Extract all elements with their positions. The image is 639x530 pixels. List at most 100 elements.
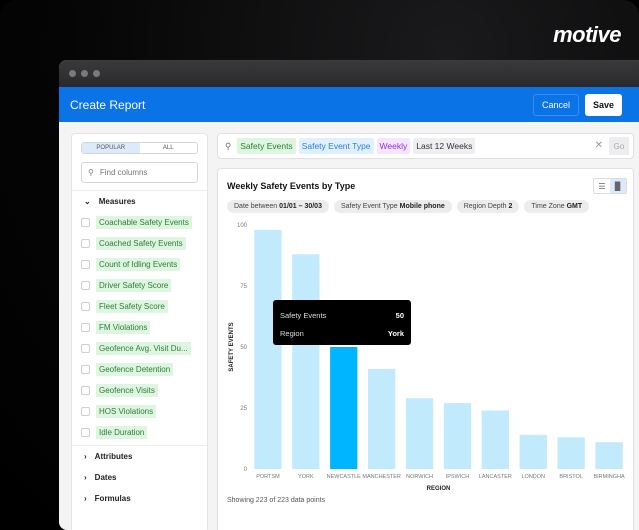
checkbox[interactable] bbox=[81, 281, 90, 290]
bar-manchester[interactable] bbox=[368, 368, 396, 469]
bar-chart-view-icon[interactable]: ▉ bbox=[610, 179, 626, 193]
app-window: Create Report Cancel Save POPULAR ALL ⚲ … bbox=[59, 60, 639, 530]
measure-item[interactable]: Idle Duration bbox=[72, 422, 207, 443]
bar-norwich[interactable] bbox=[405, 398, 434, 469]
filter-pill[interactable]: Time Zone GMT bbox=[524, 200, 590, 213]
chevron-down-icon: ⌄ bbox=[84, 197, 91, 206]
checkbox[interactable] bbox=[81, 260, 90, 269]
save-button[interactable]: Save bbox=[584, 93, 622, 116]
window-minimize-dot[interactable] bbox=[81, 70, 88, 77]
window-close-dot[interactable] bbox=[69, 70, 76, 77]
bar-chart: 0 25 50 75 100 PORTSM YORK NEWCASTLE MANCHESTER N… bbox=[229, 223, 625, 492]
checkbox[interactable] bbox=[81, 386, 90, 395]
filter-pill[interactable]: Date between 01/01 – 30/03 bbox=[227, 200, 329, 213]
bar-london[interactable] bbox=[519, 434, 547, 469]
measure-item[interactable]: HOS Violations bbox=[72, 401, 207, 422]
checkbox[interactable] bbox=[81, 239, 90, 248]
page-title: Create Report bbox=[70, 97, 146, 112]
x-tick-label: PORTSM bbox=[256, 474, 280, 480]
measure-item[interactable]: Coached Safety Events bbox=[72, 233, 207, 254]
filter-value: 2 bbox=[508, 203, 513, 210]
tooltip-value: York bbox=[387, 328, 404, 338]
y-axis-label: SAFETY EVENTS bbox=[229, 322, 235, 371]
bar-ipswich[interactable] bbox=[443, 403, 472, 469]
section-label: Attributes bbox=[94, 452, 133, 461]
y-tick-label: 0 bbox=[244, 467, 248, 473]
cancel-button[interactable]: Cancel bbox=[532, 93, 579, 116]
checkbox[interactable] bbox=[81, 344, 90, 353]
column-picker: POPULAR ALL ⚲ Find columns ⌄ Measures Coa… bbox=[71, 133, 208, 530]
y-tick-label: 25 bbox=[240, 406, 247, 412]
measure-label: FM Violations bbox=[96, 321, 151, 334]
checkbox[interactable] bbox=[81, 407, 90, 416]
x-tick-label: IPSWICH bbox=[446, 474, 470, 480]
list-view-icon[interactable]: ☰ bbox=[598, 181, 606, 191]
bar-newcastle[interactable] bbox=[330, 347, 358, 469]
filter-key: Safety Event Type bbox=[340, 203, 398, 210]
section-toggle[interactable]: › Attributes bbox=[72, 446, 207, 467]
chevron-right-icon: › bbox=[84, 494, 87, 503]
query-chip[interactable]: Safety Events bbox=[237, 138, 296, 154]
x-tick-label: BRISTOL bbox=[559, 474, 582, 480]
filter-key: Date between bbox=[234, 203, 278, 210]
measure-label: Geofence Avg. Visit Du... bbox=[96, 342, 191, 355]
go-button[interactable]: Go bbox=[609, 137, 629, 155]
measure-item[interactable]: FM Violations bbox=[72, 317, 207, 338]
measure-item[interactable]: Geofence Avg. Visit Du... bbox=[72, 338, 207, 359]
bar-portsm[interactable] bbox=[254, 229, 282, 469]
measure-item[interactable]: Geofence Detention bbox=[72, 359, 207, 380]
measures-section-toggle[interactable]: ⌄ Measures bbox=[72, 191, 207, 212]
y-tick-label: 50 bbox=[240, 345, 247, 351]
bar-birmingha[interactable] bbox=[595, 442, 623, 469]
bar-york[interactable] bbox=[292, 254, 320, 469]
bar-lancaster[interactable] bbox=[481, 410, 509, 469]
window-maximize-dot[interactable] bbox=[93, 70, 100, 77]
x-tick-label: BIRMINGHA bbox=[593, 474, 625, 480]
measure-item[interactable]: Driver Safety Score bbox=[72, 275, 207, 296]
chart-card: Weekly Safety Events by Type ☰ ▉ Date be… bbox=[217, 168, 634, 530]
data-points-count: Showing 223 of 223 data points bbox=[227, 497, 326, 504]
measure-item[interactable]: Coachable Safety Events bbox=[72, 212, 207, 233]
filter-value: Mobile phone bbox=[399, 203, 445, 210]
measure-item[interactable]: Geofence Visits bbox=[72, 380, 207, 401]
checkbox[interactable] bbox=[81, 323, 90, 332]
query-chip[interactable]: Last 12 Weeks bbox=[413, 138, 476, 154]
query-chip[interactable]: Weekly bbox=[376, 138, 411, 154]
tooltip-label: Safety Events bbox=[280, 310, 327, 320]
chart-tooltip: Safety Events 50 Region York bbox=[273, 300, 411, 345]
filter-value: GMT bbox=[566, 203, 583, 210]
tab-all[interactable]: ALL bbox=[162, 145, 174, 151]
checkbox[interactable] bbox=[81, 218, 90, 227]
bar-bristol[interactable] bbox=[557, 437, 585, 469]
view-toggle: ☰ ▉ bbox=[593, 178, 627, 194]
measure-label: Coachable Safety Events bbox=[96, 216, 192, 229]
section-toggle[interactable]: › Dates bbox=[72, 467, 207, 488]
motive-logo: motive bbox=[553, 22, 621, 47]
query-chip[interactable]: Safety Event Type bbox=[298, 138, 374, 154]
filter-pill[interactable]: Safety Event Type Mobile phone bbox=[333, 200, 452, 213]
find-columns-input[interactable]: ⚲ Find columns bbox=[81, 162, 198, 183]
filter-key: Time Zone bbox=[531, 203, 565, 210]
checkbox[interactable] bbox=[81, 302, 90, 311]
measure-label: Coached Safety Events bbox=[96, 237, 186, 250]
section-label: Formulas bbox=[94, 494, 131, 503]
query-bar[interactable]: ⚲ Safety Events Safety Event Type Weekly La… bbox=[217, 133, 634, 159]
filter-pill[interactable]: Region Depth 2 bbox=[456, 200, 520, 213]
measure-label: Geofence Detention bbox=[96, 363, 174, 376]
checkbox[interactable] bbox=[81, 428, 90, 437]
section-toggle[interactable]: › Formulas bbox=[72, 488, 207, 509]
measure-label: HOS Violations bbox=[96, 405, 157, 418]
x-tick-label: NEWCASTLE bbox=[327, 474, 362, 480]
x-tick-label: LONDON bbox=[521, 474, 545, 480]
x-tick-label: LANCASTER bbox=[479, 474, 512, 480]
checkbox[interactable] bbox=[81, 365, 90, 374]
header: Create Report Cancel Save bbox=[59, 87, 639, 122]
chevron-right-icon: › bbox=[84, 473, 87, 482]
measure-item[interactable]: Fleet Safety Score bbox=[72, 296, 207, 317]
tab-popular[interactable]: POPULAR bbox=[82, 143, 140, 153]
measures-label: Measures bbox=[98, 197, 136, 206]
section-label: Dates bbox=[94, 473, 117, 482]
clear-icon[interactable]: ✕ bbox=[594, 140, 603, 151]
measure-item[interactable]: Count of Idling Events bbox=[72, 254, 207, 275]
y-tick-label: 75 bbox=[240, 284, 247, 290]
